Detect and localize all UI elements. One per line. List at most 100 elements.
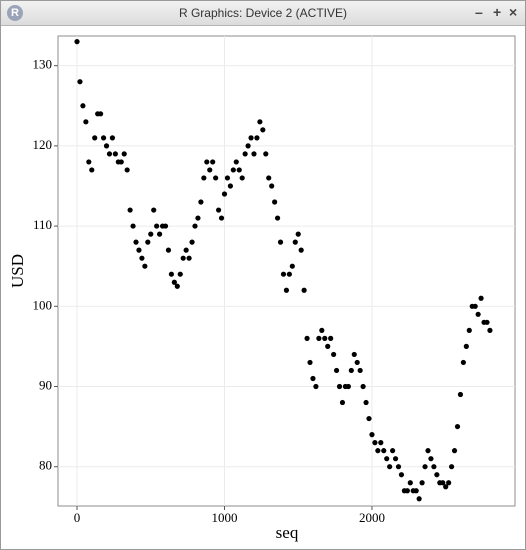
point (245, 143, 251, 149)
point (130, 223, 136, 229)
point (384, 456, 390, 462)
y-tick-label: 130 (33, 57, 53, 72)
point (157, 231, 163, 237)
point (466, 327, 472, 333)
x-axis-title: seq (276, 523, 299, 542)
point (434, 472, 440, 478)
point (168, 271, 175, 277)
point (230, 167, 236, 173)
point (366, 415, 372, 422)
point (289, 263, 295, 269)
point (454, 423, 461, 430)
point (269, 183, 275, 189)
point (192, 223, 198, 229)
y-tick-label: 100 (33, 297, 53, 312)
point (463, 343, 469, 349)
point (448, 464, 455, 470)
point (451, 448, 458, 454)
point (201, 175, 207, 181)
y-tick-label: 110 (33, 217, 52, 232)
point (292, 239, 298, 245)
point (174, 283, 180, 289)
title-bar: R R Graphics: Device 2 (ACTIVE) – + × (1, 1, 525, 26)
point (263, 151, 269, 157)
point (83, 119, 89, 125)
point (322, 335, 328, 341)
point (221, 191, 228, 197)
point (478, 295, 484, 301)
point (210, 159, 216, 165)
point (333, 367, 340, 374)
point (127, 207, 133, 213)
point (398, 472, 405, 478)
point (106, 151, 113, 157)
point (215, 207, 222, 213)
point (103, 143, 110, 149)
point (339, 399, 346, 406)
point (145, 239, 151, 245)
point (100, 135, 107, 141)
plot-panel (57, 35, 516, 507)
point (142, 263, 148, 269)
point (487, 327, 493, 333)
point (89, 167, 95, 173)
maximize-button[interactable]: + (493, 4, 502, 20)
point (213, 175, 219, 181)
point (233, 159, 239, 165)
point (239, 175, 245, 181)
point (325, 343, 331, 349)
point (280, 271, 287, 277)
point (440, 480, 446, 486)
point (381, 448, 387, 454)
point (472, 303, 478, 309)
point (443, 484, 449, 490)
point (177, 271, 183, 277)
close-button[interactable]: × (509, 4, 518, 20)
point (390, 448, 396, 454)
point (248, 135, 254, 141)
point (392, 456, 399, 462)
point (428, 456, 434, 462)
point (186, 255, 192, 261)
point (413, 488, 419, 494)
point (77, 79, 83, 85)
point (274, 215, 281, 221)
point (227, 183, 233, 189)
point (204, 159, 210, 165)
point (351, 351, 357, 358)
point (360, 383, 366, 390)
point (198, 199, 204, 205)
point (277, 239, 284, 245)
point (242, 151, 248, 157)
point (207, 167, 213, 173)
point (363, 399, 369, 406)
y-tick-label: 120 (33, 137, 53, 152)
point (283, 287, 290, 293)
window-title: R Graphics: Device 2 (ACTIVE) (178, 6, 348, 20)
point (98, 111, 104, 117)
point (139, 255, 145, 261)
point (183, 247, 189, 253)
point (475, 311, 481, 317)
x-tick-label: 1000 (211, 510, 237, 525)
point (254, 135, 260, 141)
y-axis-title: USD (8, 254, 27, 288)
point (260, 127, 266, 133)
point (357, 367, 363, 374)
minimize-button[interactable]: – (475, 4, 483, 20)
point (109, 135, 116, 141)
point (195, 215, 201, 221)
point (80, 103, 86, 109)
point (422, 464, 428, 470)
point (298, 247, 304, 253)
point (189, 239, 195, 245)
point (460, 359, 466, 366)
point (378, 440, 384, 446)
point (154, 223, 160, 229)
point (348, 367, 354, 374)
point (251, 151, 257, 157)
app-icon: R (7, 5, 23, 21)
point (307, 359, 313, 366)
point (336, 383, 343, 390)
